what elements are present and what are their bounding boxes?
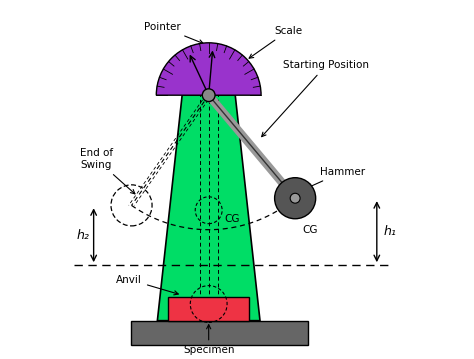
Text: Anvil: Anvil bbox=[116, 275, 178, 295]
Circle shape bbox=[290, 193, 300, 203]
Bar bbox=[131, 321, 308, 345]
Wedge shape bbox=[156, 43, 261, 95]
Text: Specimen: Specimen bbox=[183, 325, 235, 355]
Circle shape bbox=[202, 89, 215, 102]
Polygon shape bbox=[157, 95, 260, 321]
Text: Scale: Scale bbox=[249, 26, 302, 58]
Polygon shape bbox=[168, 297, 249, 321]
Text: Pointer: Pointer bbox=[144, 22, 203, 44]
Text: Hammer: Hammer bbox=[308, 167, 365, 188]
Text: h₂: h₂ bbox=[76, 229, 90, 242]
Text: End of
Swing: End of Swing bbox=[80, 148, 135, 194]
Text: CG: CG bbox=[302, 225, 318, 235]
Circle shape bbox=[274, 178, 316, 219]
Text: CG: CG bbox=[225, 214, 240, 224]
Text: h₁: h₁ bbox=[383, 225, 396, 238]
Text: Starting Position: Starting Position bbox=[262, 60, 369, 137]
